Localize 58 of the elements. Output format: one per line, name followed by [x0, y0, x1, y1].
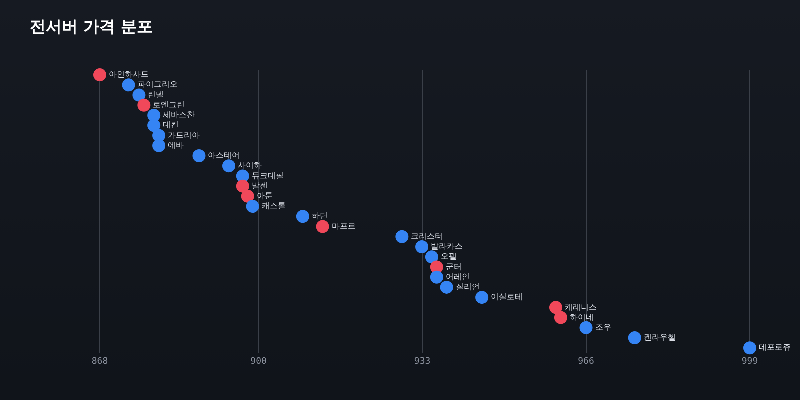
point [476, 291, 489, 304]
data-label: 아인하사드 [109, 70, 149, 80]
point [430, 270, 444, 284]
x-tick-label: 900 [250, 356, 267, 367]
point [132, 88, 146, 102]
data-label: 데포로쥬 [759, 343, 791, 352]
data-label: 마프르 [332, 222, 356, 231]
data-label: 데컨 [163, 120, 180, 130]
point [440, 280, 454, 294]
data-label: 린델 [148, 90, 164, 100]
point [549, 301, 562, 314]
data-label: 크리스터 [411, 232, 444, 241]
data-label: 군터 [446, 262, 462, 272]
point [396, 230, 409, 244]
chart-title: 전서버 가격 분포 [30, 17, 154, 38]
data-label: 가드리아 [168, 130, 200, 140]
x-tick-label: 933 [414, 356, 431, 367]
data-label: 질리언 [456, 282, 480, 292]
data-label: 케레니스 [564, 302, 597, 312]
x-tick-label: 999 [742, 356, 758, 367]
data-label: 파이그리오 [138, 80, 178, 90]
data-label: 발라카스 [431, 242, 464, 252]
point [138, 98, 151, 112]
data-label: 세바스찬 [163, 110, 196, 120]
point [236, 180, 250, 193]
point [122, 78, 136, 92]
point [94, 68, 106, 82]
data-label: 켄라우첼 [644, 333, 676, 342]
data-label: 사이하 [238, 161, 262, 170]
data-label: 발센 [252, 181, 268, 190]
point [425, 250, 438, 264]
point [316, 220, 330, 234]
point [296, 210, 310, 224]
data-label: 하이네 [570, 312, 594, 322]
point [554, 311, 568, 324]
point [246, 200, 260, 214]
data-label: 아스테어 [208, 151, 240, 160]
data-label: 로엔그린 [153, 100, 186, 110]
point [416, 240, 429, 254]
point [241, 190, 254, 203]
point [222, 160, 236, 173]
data-label: 아툰 [256, 192, 273, 201]
point [744, 342, 756, 355]
point [628, 332, 642, 345]
data-label: 오펠 [440, 252, 457, 262]
data-label: 어레인 [446, 272, 470, 282]
x-tick-label: 868 [92, 356, 108, 367]
x-tick-label: 966 [578, 356, 594, 367]
data-label: 이실로테 [491, 292, 524, 302]
data-label: 하딘 [312, 212, 328, 221]
point [148, 119, 161, 132]
data-label: 조우 [595, 322, 612, 332]
data-label: 에바 [168, 140, 184, 150]
point [192, 149, 206, 162]
point [580, 321, 593, 334]
point [152, 139, 166, 152]
data-label: 듀크데필 [252, 171, 284, 180]
data-label: 캐스톨 [262, 202, 286, 211]
